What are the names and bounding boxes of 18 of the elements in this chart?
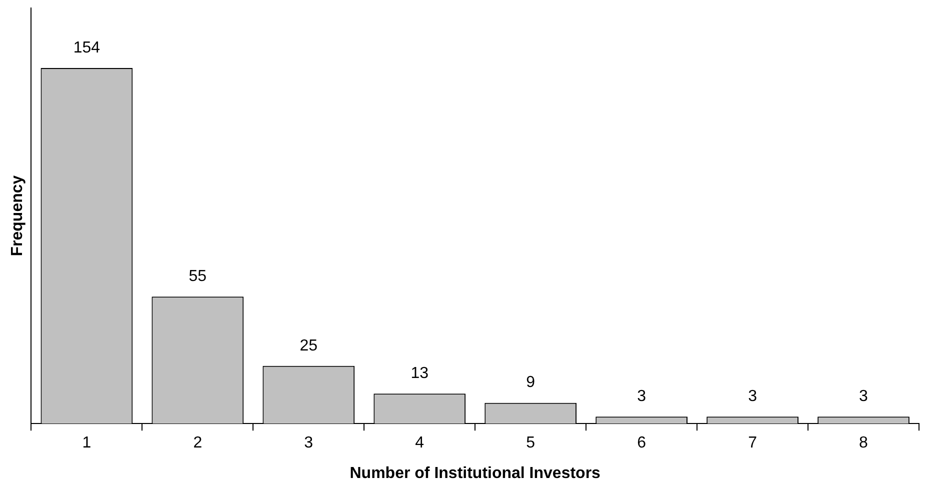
y-axis-title: Frequency [9, 175, 26, 256]
data-label: 3 [859, 388, 868, 406]
x-tick-label: 6 [637, 434, 646, 452]
x-axis-title: Number of Institutional Investors [350, 464, 601, 482]
data-label: 13 [410, 364, 429, 382]
x-tick-label: 7 [748, 434, 758, 452]
x-tick-label: 3 [304, 434, 314, 452]
x-tick-label: 8 [859, 434, 868, 452]
x-tick-label: 1 [82, 434, 92, 452]
data-label: 9 [526, 374, 536, 392]
x-tick-label: 4 [415, 434, 424, 452]
data-label: 55 [188, 268, 207, 286]
data-label: 25 [300, 337, 318, 354]
x-tick-label: 5 [526, 434, 536, 452]
data-label: 154 [73, 39, 100, 56]
data-label: 3 [748, 388, 758, 406]
data-label: 3 [637, 388, 646, 406]
x-tick-label: 2 [193, 434, 202, 452]
